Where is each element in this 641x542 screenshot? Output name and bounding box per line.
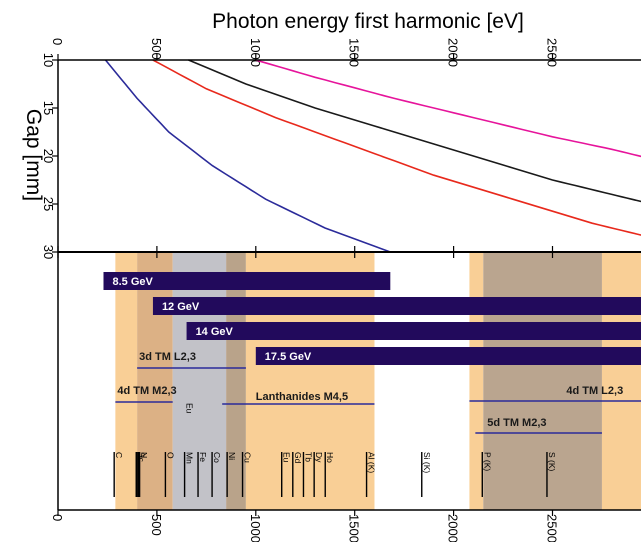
element-label-3: O [165,452,175,459]
absorption-edge-bands [115,252,641,510]
element-label-11: Tb [303,452,313,462]
gap-curve-2 [189,60,641,204]
gap-curve-0 [106,60,391,252]
top-tick-label-3: 1500 [347,38,362,67]
bottom-tick-label-2: 1000 [248,514,263,542]
element-label-17: S (K) [547,452,557,472]
top-tick-label-5: 2500 [545,38,560,67]
element-label-10: Gd [293,452,303,464]
top-tick-label-2: 1000 [248,38,263,67]
band-7 [602,252,641,510]
edge-label-0: 3d TM L2,3 [139,351,196,363]
gap-vs-energy-curves [106,60,641,252]
bottom-tick-label-5: 2500 [545,514,560,542]
energy-bar-label-2: 14 GeV [196,326,234,338]
element-label-6: Co [212,452,222,463]
element-label-15: Si (K) [422,452,432,473]
bottom-axis-tick-labels: 0 500 1000 1500 2000 2500 [50,514,560,542]
energy-bar-1 [153,297,641,315]
element-label-12: Dy [314,452,324,463]
element-label-5: Fe [198,452,208,462]
element-label-13: Ho [325,452,335,463]
band-5 [469,252,483,510]
band-4 [246,252,375,510]
band-2 [173,252,226,510]
edge-label-2: Lanthanides M4,5 [256,391,348,403]
top-tick-label-0: 0 [50,38,65,45]
energy-bar-2 [187,322,641,340]
edge-label-4: 5d TM M2,3 [487,417,546,429]
edge-label-1: 4d TM M2,3 [117,385,176,397]
band-1 [137,252,173,510]
energy-bar-label-3: 17.5 GeV [265,351,312,363]
element-label-8: Cu [243,452,253,463]
band-0 [115,252,137,510]
element-label-2: N [139,452,149,458]
bottom-tick-label-3: 1500 [347,514,362,542]
element-label-9: Eu [282,452,292,463]
element-label-7: Ni [227,452,237,460]
bottom-tick-label-4: 2000 [446,514,461,542]
element-label-4: Mn [185,452,195,464]
element-label-14: Al (K) [367,452,377,473]
gap-curve-3 [256,60,641,159]
eu-label: Eu [185,403,195,414]
band-6 [483,252,602,510]
edge-label-3: 4d TM L2,3 [566,385,623,397]
energy-bar-3 [256,347,641,365]
bottom-tick-label-1: 500 [149,514,164,536]
energy-bar-label-0: 8.5 GeV [112,276,153,288]
gap-curve-1 [153,60,641,238]
energy-bar-label-1: 12 GeV [162,301,200,313]
top-tick-label-4: 2000 [446,38,461,67]
top-axis-tick-labels: 0 500 1000 1500 2000 2500 [50,38,560,67]
element-label-16: P (K) [482,452,492,471]
element-label-0: C [114,452,124,458]
top-axis-title: Photon energy first harmonic [eV] [212,10,524,33]
